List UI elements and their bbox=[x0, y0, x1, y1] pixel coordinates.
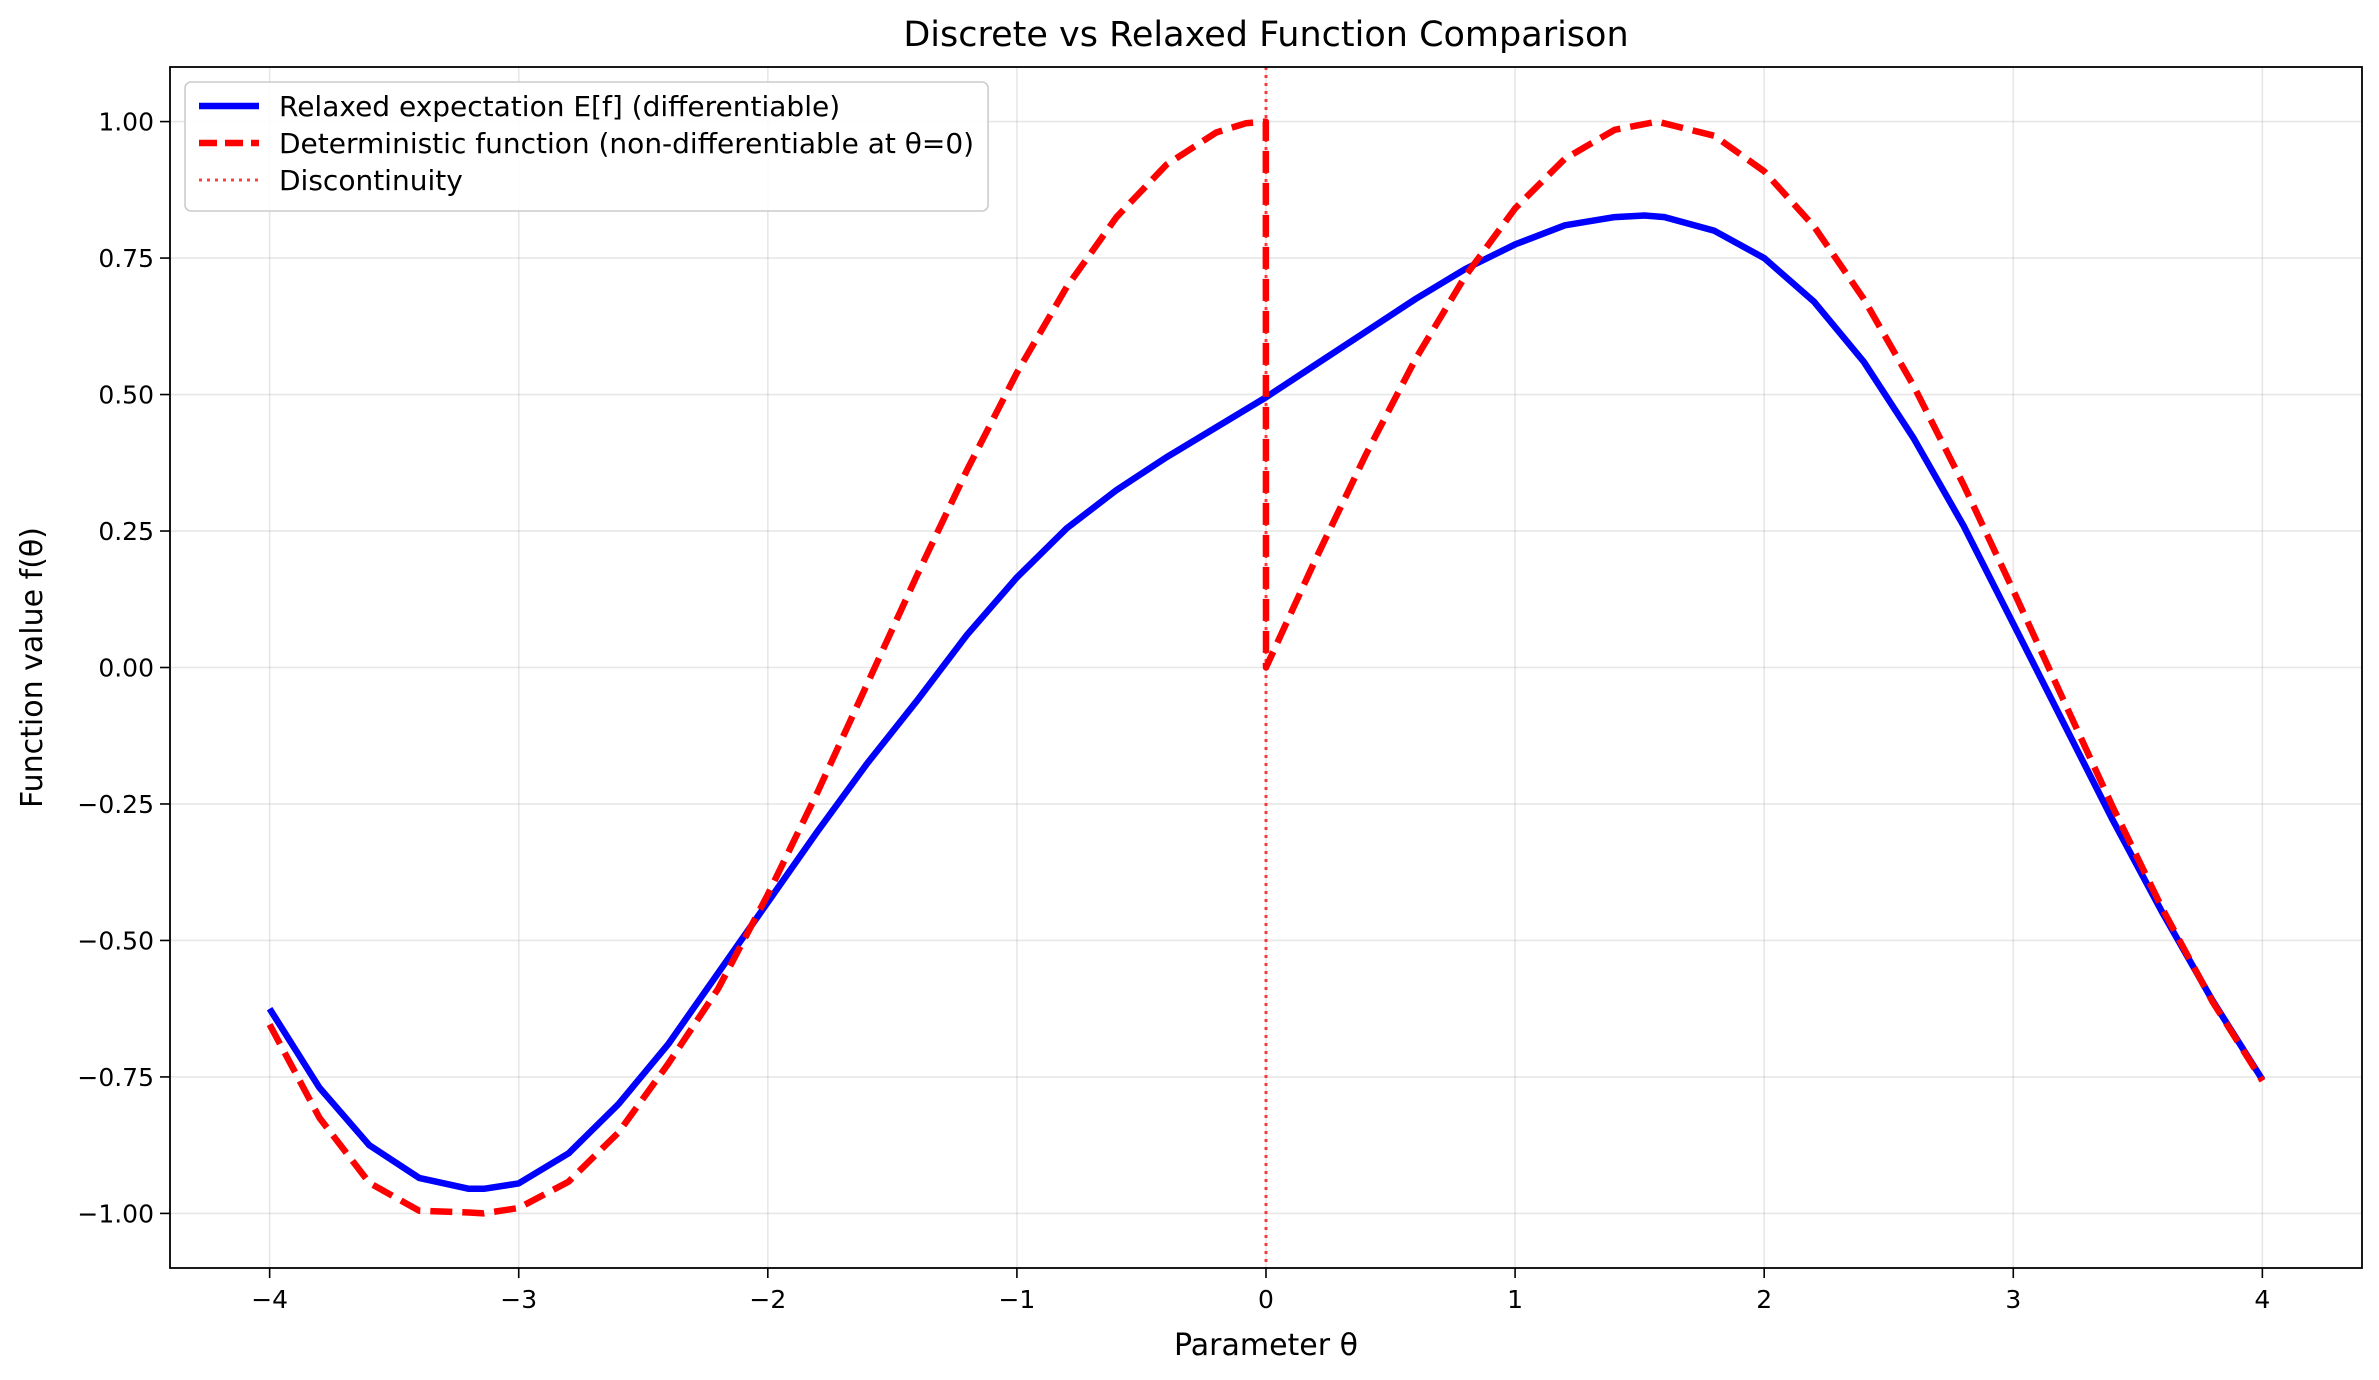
ticks: −4 −3 −2 −1 0 1 2 3 4 1.00 0.75 0.50 0.25 0.00 −0.25 −0… bbox=[77, 108, 2270, 1314]
legend-deterministic-label: Deterministic function (non-differentiab… bbox=[279, 127, 974, 160]
x-tick-label: 1 bbox=[1507, 1285, 1523, 1314]
x-tick-label: −3 bbox=[500, 1285, 537, 1314]
relaxed-expectation-line bbox=[266, 212, 2266, 1193]
y-tick-label: −0.50 bbox=[77, 926, 154, 955]
x-tick-label: 2 bbox=[1756, 1285, 1772, 1314]
x-tick-label: 4 bbox=[2254, 1285, 2270, 1314]
x-tick-label: −4 bbox=[251, 1285, 288, 1314]
x-axis-label: Parameter θ bbox=[1174, 1328, 1358, 1363]
y-tick-label: 0.25 bbox=[98, 517, 154, 546]
y-tick-label: −1.00 bbox=[77, 1199, 154, 1228]
deterministic-function-line bbox=[266, 118, 2266, 1217]
legend: Relaxed expectation E[f] (differentiable… bbox=[184, 81, 989, 212]
legend-relaxed-label: Relaxed expectation E[f] (differentiable… bbox=[279, 90, 840, 123]
legend-discontinuity-label: Discontinuity bbox=[279, 164, 463, 197]
x-tick-label: −2 bbox=[749, 1285, 786, 1314]
x-tick-label: 0 bbox=[1258, 1285, 1274, 1314]
y-tick-label: 0.00 bbox=[98, 654, 154, 683]
y-tick-label: 0.75 bbox=[98, 244, 154, 273]
x-tick-label: 3 bbox=[2005, 1285, 2021, 1314]
series-layer bbox=[266, 67, 2266, 1268]
y-tick-label: 1.00 bbox=[98, 108, 154, 137]
y-tick-label: 0.50 bbox=[98, 381, 154, 410]
legend-box bbox=[184, 81, 989, 212]
chart-title: Discrete vs Relaxed Function Comparison bbox=[903, 15, 1628, 55]
x-tick-label: −1 bbox=[998, 1285, 1035, 1314]
y-tick-label: −0.25 bbox=[77, 790, 154, 819]
y-axis-label: Function value f(θ) bbox=[15, 527, 50, 808]
y-tick-label: −0.75 bbox=[77, 1063, 154, 1092]
